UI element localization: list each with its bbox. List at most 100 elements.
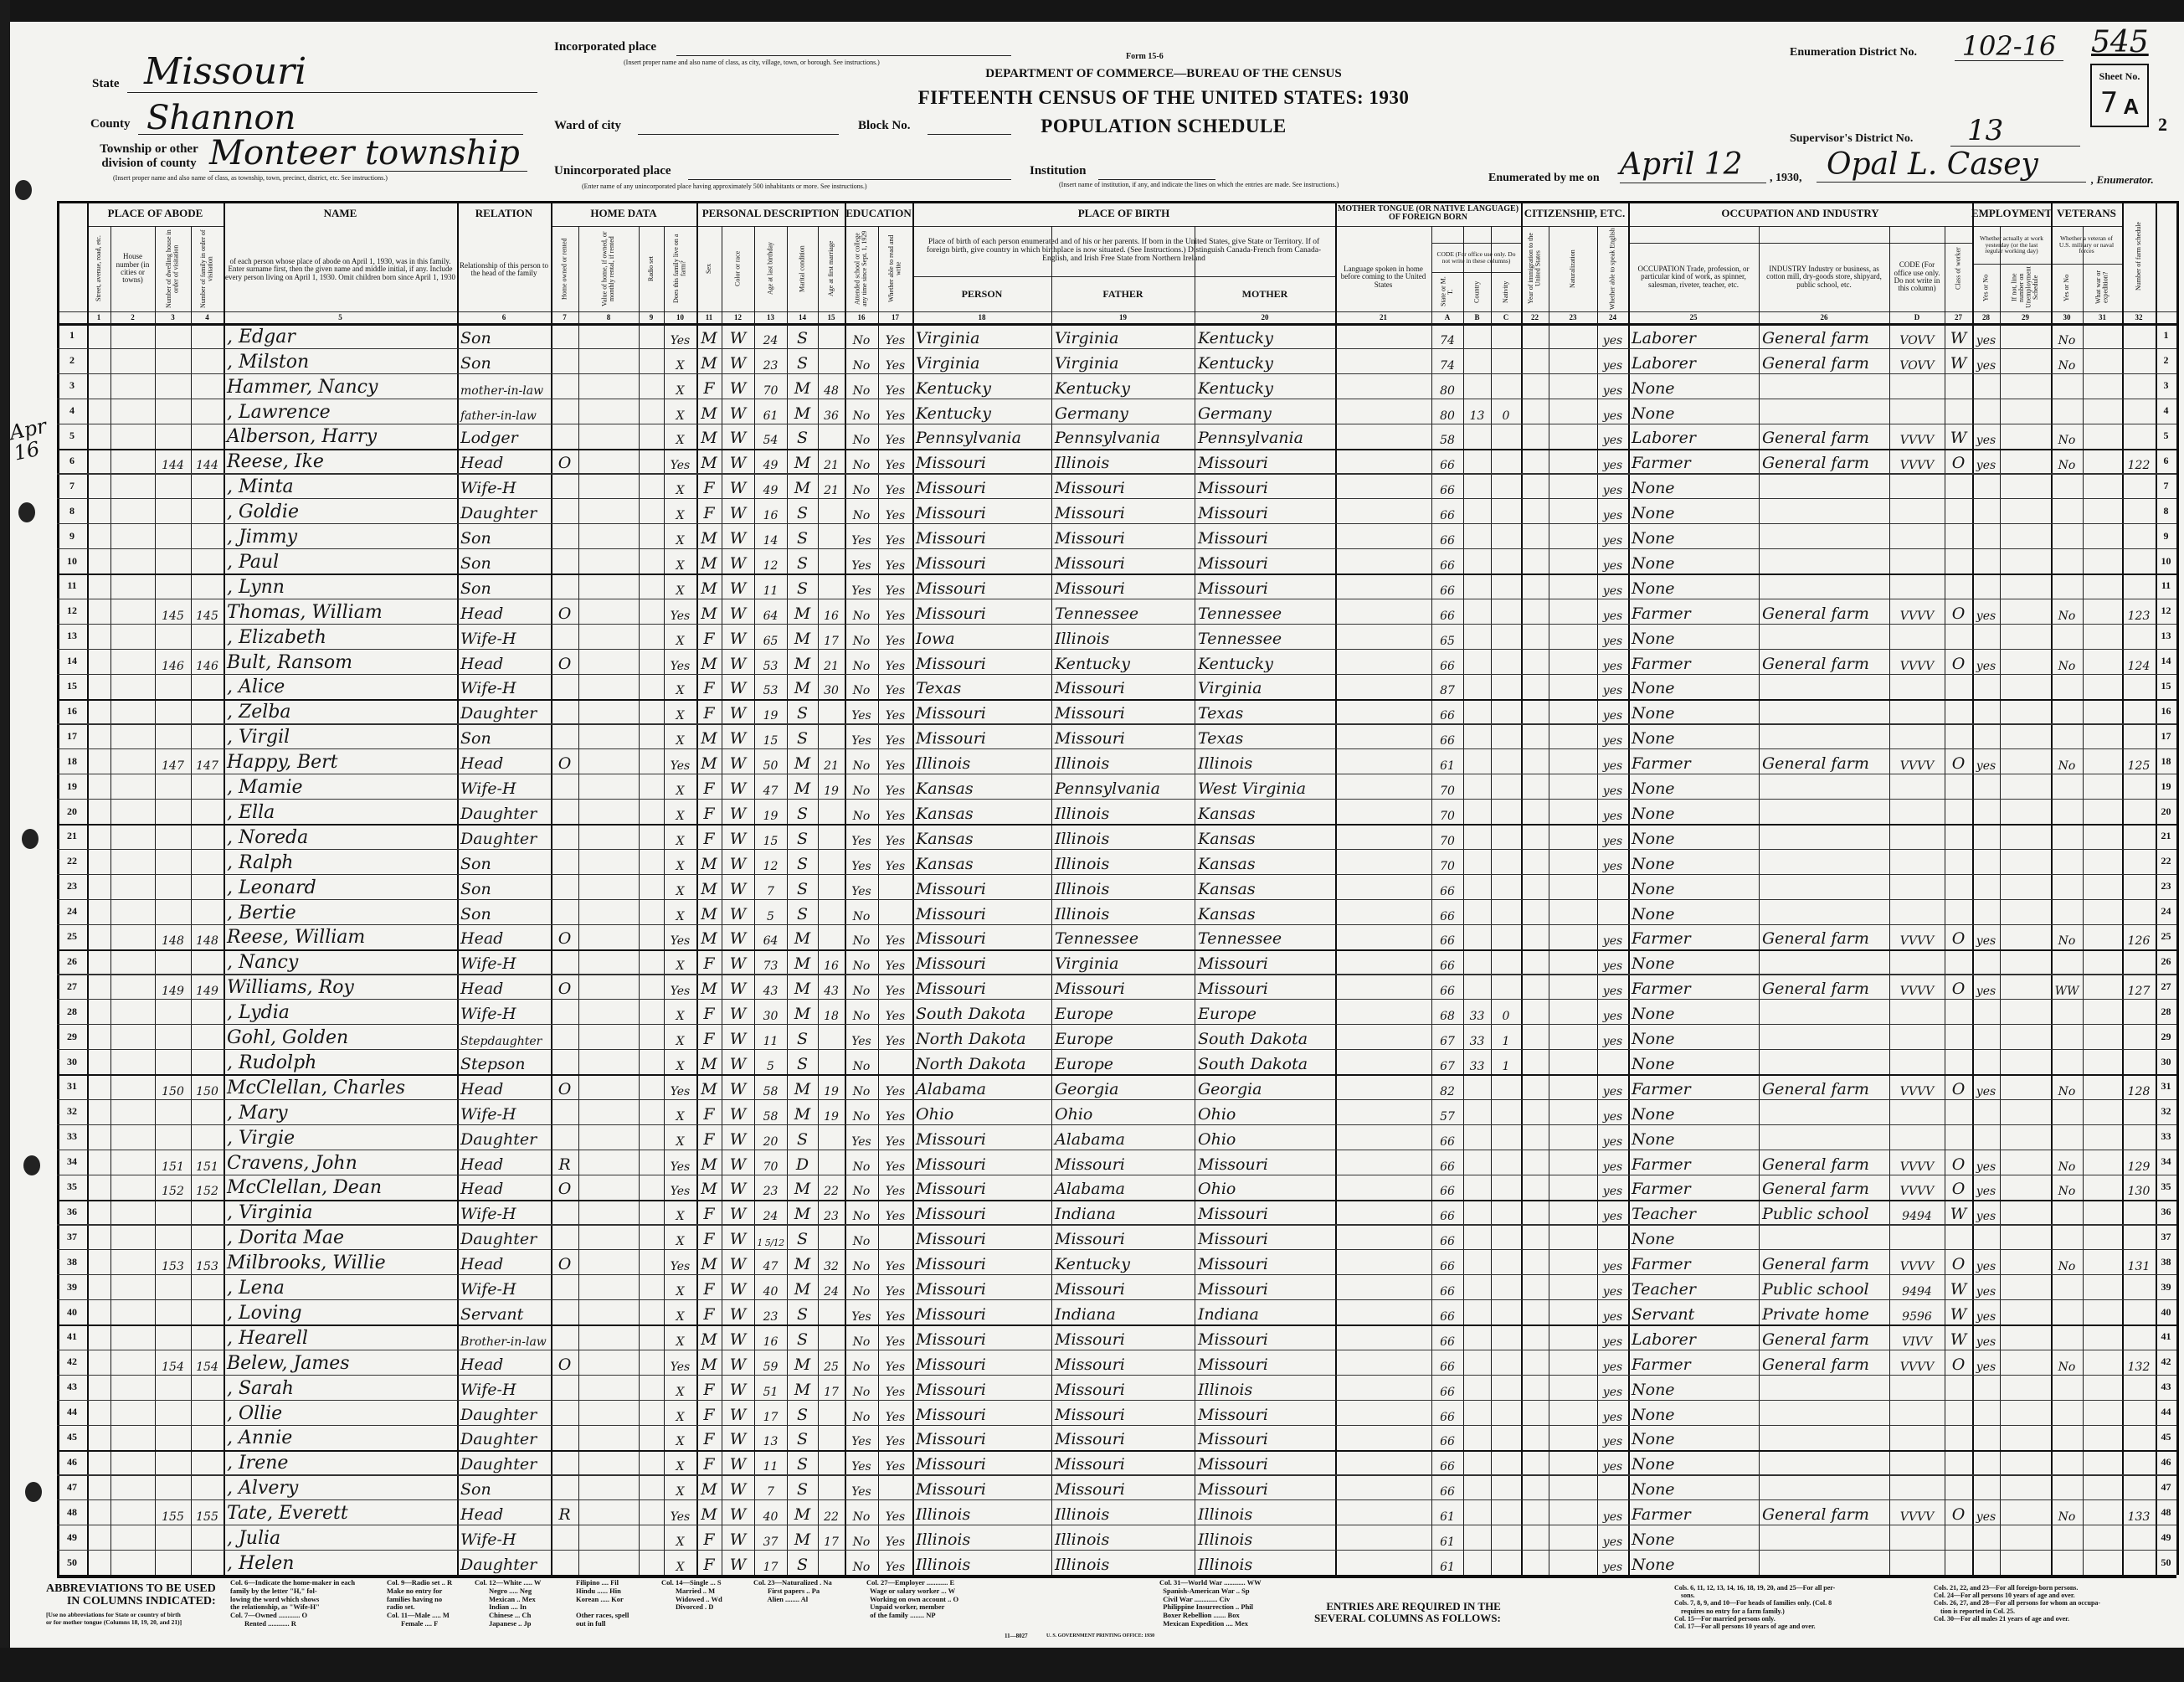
cell-age: 5 <box>767 909 774 923</box>
line-number-right: 48 <box>2161 1505 2171 1518</box>
cell-name: , Ollie <box>227 1402 283 1424</box>
cell-bp: Kansas <box>916 804 974 823</box>
row-divider <box>57 1074 2176 1076</box>
cell-farm: Yes <box>670 1185 691 1199</box>
cell-rd: Yes <box>885 1185 906 1199</box>
group-header-divider <box>1628 226 1972 228</box>
column-divider <box>2156 201 2157 1575</box>
cell-vet: No <box>2058 659 2076 673</box>
cell-age: 7 <box>767 884 774 898</box>
cell-sex: F <box>703 504 715 523</box>
row-divider <box>57 999 2176 1000</box>
form-number: Form 15-6 <box>1126 52 1164 61</box>
cell-bm: Illinois <box>1198 1555 1253 1574</box>
cell-d: 9494 <box>1902 1210 1932 1224</box>
column-divider <box>2122 201 2124 1575</box>
cell-race: W <box>729 1054 747 1073</box>
cell-fs: 124 <box>2127 659 2151 673</box>
sheet-label: Sheet No. <box>2099 70 2140 82</box>
cell-age: 17 <box>763 1560 779 1574</box>
cell-work: yes <box>1976 985 1996 999</box>
cell-rel: mother-in-law <box>460 383 544 398</box>
cell-eng: yes <box>1602 1560 1623 1574</box>
cell-sex: M <box>701 980 717 999</box>
column-divider <box>1597 226 1599 1575</box>
cell-rel: Stepdaughter <box>460 1035 542 1049</box>
cell-a: 67 <box>1440 1035 1455 1049</box>
column-number-nat: 23 <box>1569 313 1577 321</box>
cell-sex: M <box>701 404 717 423</box>
state-label: State <box>92 77 120 90</box>
row-divider <box>57 1024 2176 1026</box>
line-number-right: 45 <box>2161 1431 2171 1443</box>
column-header-d: CODE (For office use only. Do not write … <box>1894 260 1940 293</box>
cell-mar: S <box>796 879 809 898</box>
column-divider <box>639 226 640 1575</box>
cell-bf: Missouri <box>1055 980 1125 999</box>
cell-rd: Yes <box>885 1285 906 1299</box>
column-divider <box>578 226 580 1575</box>
cell-c: 1 <box>1502 1035 1510 1049</box>
cell-sex: M <box>701 328 717 347</box>
cell-eng: yes <box>1602 985 1623 999</box>
cell-bm: Pennsylvania <box>1198 429 1303 448</box>
cell-fam: 148 <box>196 934 218 949</box>
subheader-divider <box>912 276 1335 278</box>
cell-sex: M <box>701 429 717 448</box>
cell-farm: X <box>676 784 685 799</box>
cell-a: 66 <box>1440 509 1455 523</box>
cell-eng: yes <box>1602 1134 1623 1149</box>
printer-line: U. S. GOVERNMENT PRINTING OFFICE: 1930 <box>1046 1633 1155 1638</box>
cell-bf: Missouri <box>1055 1155 1125 1174</box>
cell-name: , Nancy <box>227 952 299 974</box>
abbrev-col14: Col. 14—Single ... S Married .. M Widowe… <box>661 1578 722 1612</box>
occupation-divider <box>1628 243 1972 244</box>
cell-sex: F <box>703 1304 715 1324</box>
line-number-left: 31 <box>67 1080 77 1093</box>
cell-mar: M <box>794 378 811 398</box>
line-number-left: 49 <box>67 1530 77 1543</box>
subheader-note: CODE (For office use only. Do not write … <box>1436 249 1516 265</box>
cell-race: W <box>729 579 747 598</box>
cell-farm: X <box>676 584 685 598</box>
line-number-right: 44 <box>2161 1406 2171 1418</box>
cell-fs: 127 <box>2127 985 2151 999</box>
cell-eng: yes <box>1602 609 1623 623</box>
cell-bf: Pennsylvania <box>1055 779 1160 799</box>
cell-ind: General farm <box>1762 1255 1869 1274</box>
line-number-left: 34 <box>67 1155 77 1168</box>
row-divider <box>57 1224 2176 1226</box>
cell-eng: yes <box>1602 534 1623 548</box>
cell-eng: yes <box>1602 859 1623 873</box>
cell-eng: yes <box>1602 1160 1623 1174</box>
cell-name: , Irene <box>227 1453 289 1474</box>
cell-bp: Missouri <box>916 729 986 748</box>
row-divider <box>57 548 2176 550</box>
cell-sch: No <box>852 784 871 799</box>
cell-sex: M <box>701 1480 717 1499</box>
cell-eng: yes <box>1602 634 1623 648</box>
cell-sch: No <box>852 1059 871 1073</box>
supervisor-district-label: Supervisor's District No. <box>1790 132 1914 145</box>
cell-bp: Missouri <box>916 929 986 949</box>
ward-field <box>638 119 839 135</box>
cell-farm: X <box>676 634 685 648</box>
cell-eng: yes <box>1602 1309 1623 1324</box>
cell-rel: Wife-H <box>460 1530 516 1550</box>
cell-bp: Illinois <box>916 1530 971 1550</box>
cell-rel: Daughter <box>460 1455 537 1474</box>
cell-farm: X <box>676 909 685 923</box>
line-number-left: 27 <box>67 980 77 992</box>
cell-home: O <box>558 604 572 623</box>
column-divider <box>696 201 698 1575</box>
cell-bm: Missouri <box>1198 980 1268 999</box>
row-divider <box>57 373 2176 374</box>
cell-race: W <box>729 854 747 873</box>
cell-rd: Yes <box>885 709 906 723</box>
cell-race: W <box>729 729 747 748</box>
cell-bp: Virginia <box>916 353 980 373</box>
abbrev-col31: Col. 31—World War ............ WW Spanis… <box>1159 1578 1262 1628</box>
cell-race: W <box>729 1304 747 1324</box>
cell-b: 13 <box>1469 409 1485 423</box>
column-header-c: Nativity <box>1501 280 1509 303</box>
